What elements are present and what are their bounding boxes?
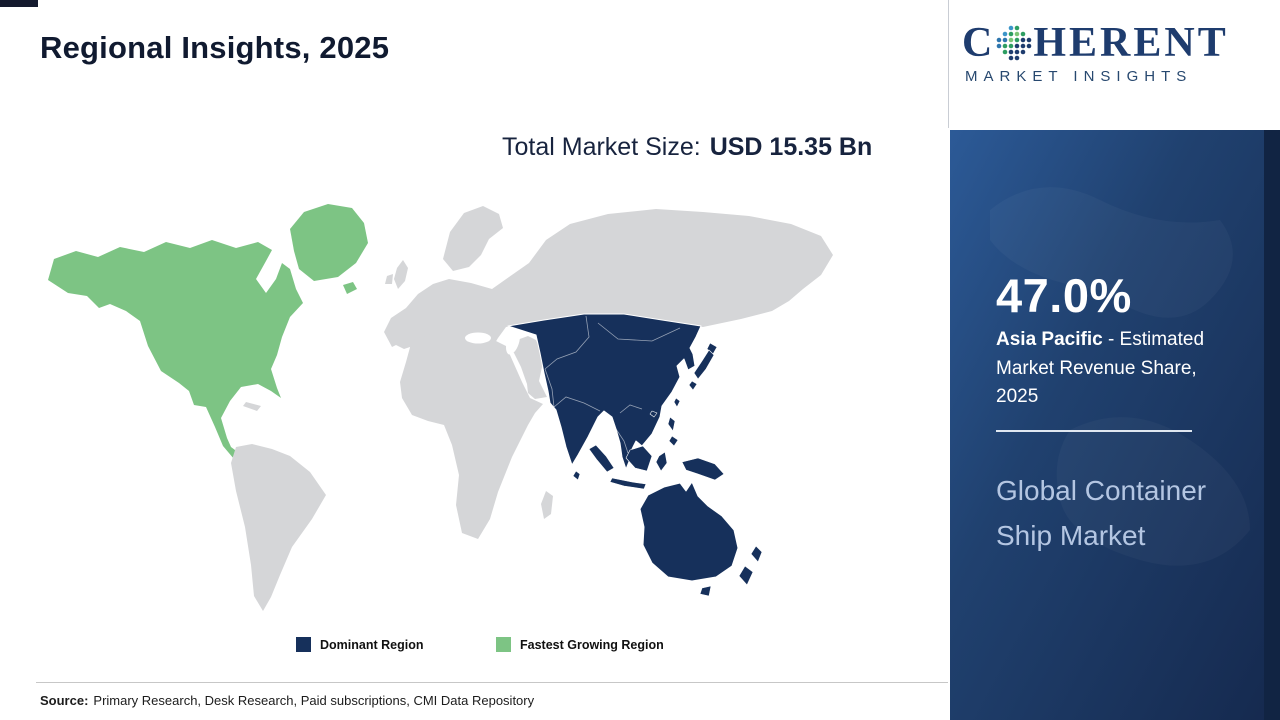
- fastest-growing-region-swatch: [496, 637, 511, 652]
- map-hainan: [649, 410, 658, 418]
- map-tasmania: [699, 585, 712, 597]
- page-title: Regional Insights, 2025: [40, 30, 390, 65]
- brand-wordmark: C HERENT: [962, 22, 1262, 64]
- map-japan-honshu: [693, 349, 715, 380]
- market-size-label: Total Market Size:: [502, 133, 701, 161]
- side-panel: 47.0% Asia Pacific - Estimated Market Re…: [950, 130, 1280, 720]
- map-borneo: [625, 445, 653, 472]
- map-philippines-south: [668, 435, 679, 447]
- corner-accent: [0, 0, 38, 7]
- map-region-north-america: [48, 204, 368, 459]
- map-taiwan: [673, 397, 681, 408]
- map-australia: [639, 481, 739, 582]
- map-sri-lanka: [572, 470, 581, 481]
- map-sulawesi: [655, 451, 668, 472]
- market-share-region: Asia Pacific: [996, 329, 1103, 350]
- legend-item-dominant: Dominant Region: [296, 637, 423, 652]
- market-share-rest: - Estimated Market Revenue Share, 2025: [996, 329, 1205, 407]
- source-label: Source:: [40, 693, 89, 708]
- logo-text-prefix: C: [962, 20, 996, 66]
- logo-divider: [948, 0, 949, 128]
- logo-text-suffix: HERENT: [1033, 20, 1229, 66]
- fastest-growing-region-label: Fastest Growing Region: [520, 637, 664, 652]
- logo-subtitle: MARKET INSIGHTS: [965, 68, 1193, 85]
- map-new-zealand-south: [738, 565, 754, 586]
- source-text: Primary Research, Desk Research, Paid su…: [93, 693, 535, 708]
- market-share-description: Asia Pacific - Estimated Market Revenue …: [996, 326, 1234, 412]
- map-black-sea: [465, 332, 491, 344]
- panel-watermark: [950, 130, 1280, 720]
- map-new-guinea: [681, 457, 725, 481]
- footer-divider: [36, 682, 948, 683]
- market-share-value: 47.0%: [996, 269, 1132, 322]
- panel-divider: [996, 430, 1192, 432]
- brand-logo: C HERENT MARKET INSIGHTS: [962, 22, 1262, 85]
- map-region-asia-pacific: [507, 313, 763, 597]
- legend-item-fastest-growing: Fastest Growing Region: [496, 637, 664, 652]
- dominant-region-label: Dominant Region: [320, 637, 424, 652]
- dominant-region-swatch: [296, 637, 311, 652]
- panel-edge-strip: [1264, 130, 1280, 720]
- map-region-rest-of-world: [231, 206, 833, 611]
- map-new-zealand-north: [750, 545, 763, 563]
- map-japan-kyushu: [688, 380, 698, 391]
- source-note: Source: Primary Research, Desk Research, …: [40, 693, 534, 708]
- total-market-size: Total Market Size: USD 15.35 Bn: [502, 128, 874, 167]
- map-philippines: [667, 416, 676, 432]
- map-java: [609, 477, 647, 490]
- globe-icon: [997, 25, 1032, 61]
- market-size-value: USD 15.35 Bn: [709, 133, 873, 161]
- report-title: Global Container Ship Market: [996, 475, 1207, 552]
- map-sumatra: [588, 444, 615, 473]
- map-caspian-sea: [506, 329, 520, 355]
- world-map: [48, 204, 833, 611]
